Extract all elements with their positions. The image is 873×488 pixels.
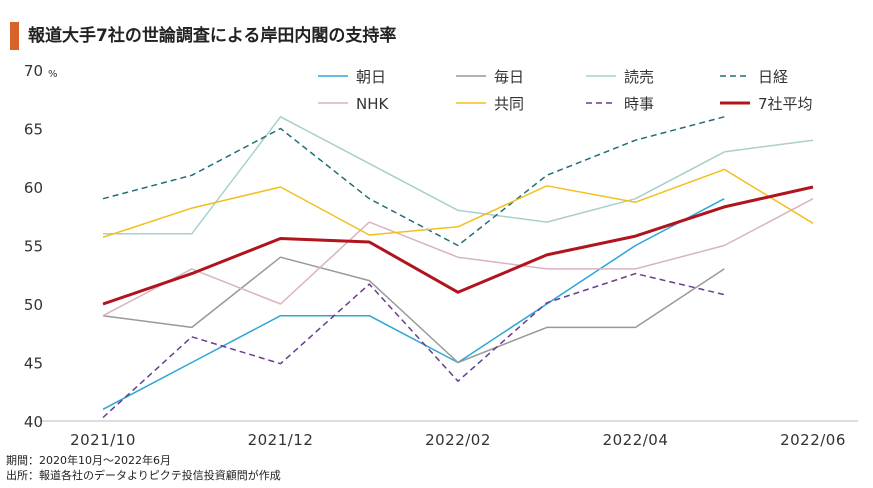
legend-label-3: 日経	[758, 68, 788, 86]
y-tick-label: 65	[24, 121, 43, 139]
y-unit-label: %	[48, 69, 58, 80]
y-tick-label: 40	[24, 413, 43, 431]
y-tick-label: 70	[24, 62, 43, 80]
x-tick-label: 2022/02	[425, 431, 491, 449]
x-tick-label: 2022/04	[603, 431, 669, 449]
series-line-6	[102, 272, 725, 419]
title-accent-bar	[10, 22, 19, 50]
legend-label-4: NHK	[356, 95, 390, 113]
legend-label-0: 朝日	[356, 68, 386, 86]
y-tick-label: 55	[24, 238, 43, 256]
series-line-3	[102, 116, 725, 247]
legend-label-1: 毎日	[494, 68, 524, 86]
y-tick-label: 45	[24, 355, 43, 373]
series-line-4	[102, 198, 814, 317]
period-note: 期間：2020年10月～2022年6月	[6, 454, 171, 467]
x-tick-label: 2022/06	[780, 431, 846, 449]
y-tick-label: 60	[24, 179, 43, 197]
x-tick-label: 2021/10	[70, 431, 136, 449]
legend-label-7: 7社平均	[758, 95, 813, 113]
legend-label-6: 時事	[624, 95, 654, 113]
source-note: 出所：報道各社のデータよりピクテ投信投資顧問が作成	[6, 469, 281, 482]
series-line-7	[102, 185, 814, 306]
series-line-5	[102, 168, 814, 239]
x-tick-label: 2021/12	[248, 431, 314, 449]
chart-title: 報道大手7社の世論調査による岸田内閣の支持率	[28, 26, 397, 46]
series-line-1	[102, 256, 725, 364]
legend-label-2: 読売	[624, 68, 654, 86]
series-line-2	[103, 116, 814, 235]
y-tick-label: 50	[24, 296, 43, 314]
series-line-0	[102, 198, 725, 410]
legend-label-5: 共同	[494, 95, 524, 113]
